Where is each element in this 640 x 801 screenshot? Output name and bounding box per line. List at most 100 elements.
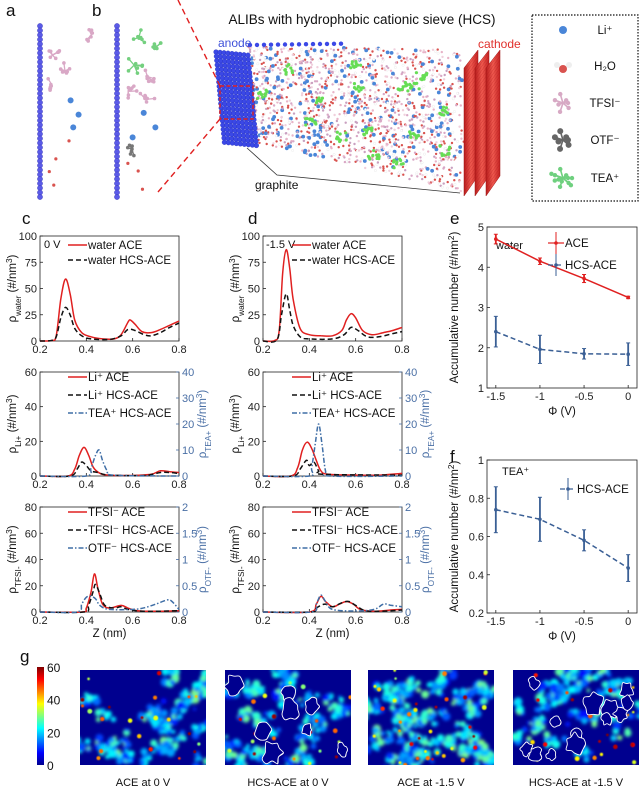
electrolyte-atom	[392, 97, 396, 100]
electrolyte-atom	[451, 130, 455, 134]
electrolyte-atom	[268, 106, 271, 109]
x-axis-label: Φ (V)	[548, 631, 576, 643]
label-part: )	[420, 390, 432, 394]
electrolyte-atom	[338, 153, 341, 157]
density-peak	[415, 756, 420, 761]
li-ion-sphere-icon	[559, 26, 567, 34]
x-tick-label: -1.5	[486, 391, 505, 403]
electrolyte-atom	[458, 180, 461, 183]
electrolyte-atom	[438, 100, 442, 103]
li-ion	[140, 109, 147, 116]
electrolyte-atom	[433, 178, 437, 181]
electrolyte-atom	[309, 66, 313, 69]
density-blob	[441, 712, 451, 721]
label-part: 3	[5, 258, 14, 263]
anode-atom	[303, 42, 309, 47]
colorbar-tick-label: 0	[47, 759, 54, 773]
legend-label: ACE	[565, 238, 589, 250]
electrolyte-atom	[403, 163, 407, 167]
density-blob	[205, 691, 206, 694]
density-blob	[637, 715, 639, 719]
electrolyte-atom	[287, 142, 290, 145]
x-tick-label: 0.6	[348, 344, 363, 356]
density-blob	[205, 680, 206, 684]
electrolyte-atom	[449, 173, 452, 176]
density-blob	[595, 688, 603, 695]
electrolyte-atom	[438, 178, 442, 181]
electrolyte-atom	[290, 47, 293, 50]
density-blob	[155, 703, 162, 710]
density-blob	[608, 673, 612, 678]
electrolyte-atom	[378, 47, 381, 51]
electrolyte-atom	[366, 106, 370, 110]
electrolyte-atom	[305, 52, 310, 57]
density-blob	[408, 731, 415, 738]
electrolyte-atom	[374, 128, 377, 131]
electrolyte-atom	[395, 101, 399, 104]
electrolyte-atom	[356, 159, 359, 162]
tea-cation	[283, 68, 288, 72]
density-blob	[538, 681, 548, 691]
legend-entry: water ACE	[292, 240, 367, 252]
density-peak	[100, 716, 105, 722]
electrolyte-atom	[261, 82, 264, 86]
electrolyte-atom	[266, 69, 271, 74]
electrolyte-atom	[329, 70, 332, 73]
density-peak	[156, 671, 162, 676]
label-part: )	[7, 525, 19, 529]
density-peak	[348, 695, 351, 700]
electrolyte-atom	[319, 120, 323, 124]
density-blob	[388, 731, 394, 737]
density-blob	[387, 736, 395, 744]
density-blob	[203, 757, 206, 765]
electrolyte-atom	[455, 155, 459, 158]
density-blob	[470, 702, 475, 706]
series-line	[495, 238, 629, 299]
electrolyte-atom	[345, 101, 348, 104]
legend-entry: HCS-ACE	[560, 478, 629, 500]
electrolyte-atom	[279, 135, 283, 139]
legend-entry: Li⁺ HCS-ACE	[68, 390, 158, 402]
x-tick-label: 0.2	[32, 615, 47, 627]
legend-label: water HCS-ACE	[87, 255, 171, 267]
y-right-tick-label: 40	[182, 367, 194, 379]
electrolyte-atom	[358, 75, 362, 78]
density-blob	[558, 691, 564, 696]
legend-label: HCS-ACE	[565, 260, 617, 272]
electrolyte-atom	[310, 63, 314, 66]
y-right-tick-label: 1	[405, 555, 411, 567]
electrolyte-atom	[418, 113, 421, 116]
electrolyte-atom	[307, 67, 311, 70]
electrolyte-atom	[399, 123, 403, 126]
density-blob	[526, 721, 531, 725]
electrolyte-atom	[438, 180, 441, 183]
density-blob	[121, 752, 129, 760]
density-blob	[162, 730, 166, 734]
electrolyte-atom	[317, 114, 321, 117]
electrolyte-atom	[287, 127, 290, 131]
density-blob	[603, 670, 608, 671]
label-part: ρ	[230, 587, 242, 594]
electrolyte-atom	[373, 92, 377, 96]
density-blob	[472, 740, 478, 746]
electrolyte-atom	[360, 157, 364, 161]
x-tick-label: 0.4	[79, 479, 94, 491]
density-blob	[225, 735, 229, 739]
series-line	[39, 306, 180, 342]
electrolyte-atom	[302, 139, 306, 143]
x-tick-label: 0.4	[302, 344, 317, 356]
electrolyte-atom	[354, 160, 357, 163]
density-blob	[222, 741, 225, 744]
density-blob	[551, 701, 558, 708]
y-tick-label: 1	[478, 383, 484, 395]
density-blob	[261, 685, 265, 690]
electrolyte-atom	[392, 149, 397, 154]
label-part: (#/nm	[7, 403, 19, 436]
electrolyte-atom	[393, 141, 397, 144]
electrolyte-atom	[354, 125, 358, 128]
series-line	[262, 293, 403, 343]
electrolyte-atom	[331, 71, 334, 75]
electrolyte-atom	[279, 102, 282, 105]
density-peak	[574, 756, 580, 762]
electrolyte-atom	[388, 55, 392, 59]
